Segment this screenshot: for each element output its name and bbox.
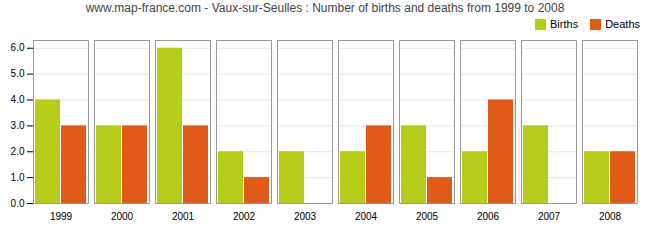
svg-text:3.0: 3.0 [11,120,25,131]
svg-text:2001: 2001 [172,211,195,222]
svg-text:6.0: 6.0 [11,42,25,53]
svg-text:2008: 2008 [599,211,622,222]
html-text:Deaths: Deaths [605,18,640,30]
svg-text:2002: 2002 [233,211,256,222]
html-text:www.map-france.com - Vaux-sur-: www.map-france.com - Vaux-sur-Seulles : … [85,1,565,15]
svg-text:2000: 2000 [111,211,134,222]
svg-text:2007: 2007 [538,211,561,222]
svg-text:1999: 1999 [50,211,73,222]
svg-text:0.0: 0.0 [11,198,25,209]
svg-text:2003: 2003 [294,211,317,222]
svg-text:2.0: 2.0 [11,146,25,157]
svg-text:2005: 2005 [416,211,439,222]
svg-text:5.0: 5.0 [11,68,25,79]
svg-text:2004: 2004 [355,211,378,222]
svg-text:2006: 2006 [477,211,500,222]
svg-text:4.0: 4.0 [11,94,25,105]
html-text:Births: Births [550,18,579,30]
svg-text:1.0: 1.0 [11,172,25,183]
